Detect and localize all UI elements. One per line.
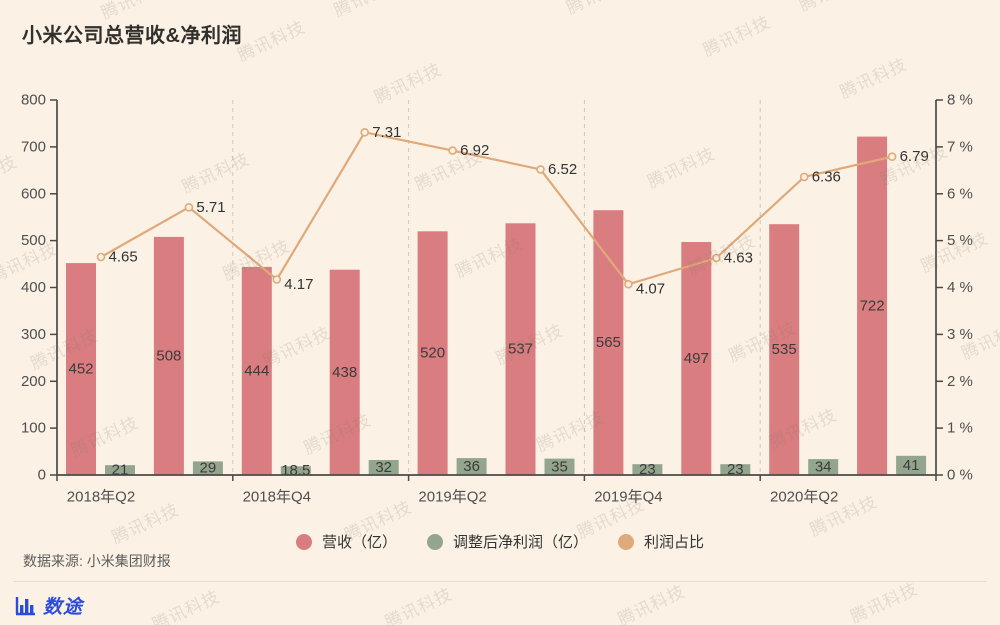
svg-text:8 %: 8 %: [947, 92, 973, 109]
svg-text:7.31: 7.31: [372, 124, 401, 141]
svg-text:32: 32: [375, 459, 392, 476]
svg-text:2018年Q4: 2018年Q4: [243, 488, 311, 505]
svg-text:2020年Q2: 2020年Q2: [770, 488, 838, 505]
svg-text:6.52: 6.52: [548, 161, 577, 178]
svg-text:29: 29: [200, 460, 217, 477]
svg-text:200: 200: [21, 373, 46, 390]
svg-text:5.71: 5.71: [196, 199, 225, 216]
svg-text:2019年Q2: 2019年Q2: [418, 488, 486, 505]
svg-text:4.17: 4.17: [284, 276, 313, 293]
svg-text:4.63: 4.63: [724, 250, 753, 267]
brand-name: 数途: [43, 597, 84, 618]
legend-label-revenue: 营收（亿）: [321, 534, 397, 551]
svg-text:400: 400: [21, 279, 46, 296]
svg-text:700: 700: [21, 138, 46, 155]
svg-text:438: 438: [332, 364, 357, 381]
svg-text:535: 535: [772, 341, 797, 358]
watermark-text: 腾讯科技: [653, 605, 886, 625]
svg-text:4 %: 4 %: [947, 279, 973, 296]
svg-text:0: 0: [38, 467, 46, 484]
legend-label-profit-ratio: 利润占比: [644, 534, 705, 551]
watermark-text: 腾讯科技: [188, 610, 421, 625]
page-title: 小米公司总营收&净利润: [22, 25, 242, 47]
svg-text:565: 565: [596, 334, 621, 351]
svg-text:2019年Q4: 2019年Q4: [594, 488, 662, 505]
chart-legend: 营收（亿） 调整后净利润（亿） 利润占比: [0, 531, 1000, 552]
svg-text:23: 23: [727, 461, 744, 478]
svg-text:497: 497: [684, 350, 709, 367]
svg-text:300: 300: [21, 326, 46, 343]
watermark-text: 腾讯科技: [421, 608, 654, 625]
svg-text:100: 100: [21, 420, 46, 437]
legend-item-net-profit: 调整后净利润（亿）: [426, 531, 588, 552]
svg-text:0 %: 0 %: [947, 467, 973, 484]
svg-text:6.92: 6.92: [460, 142, 489, 159]
svg-text:800: 800: [21, 92, 46, 109]
svg-text:6.36: 6.36: [812, 168, 841, 185]
svg-text:3 %: 3 %: [947, 326, 973, 343]
svg-text:7 %: 7 %: [947, 138, 973, 155]
svg-text:4.65: 4.65: [109, 249, 138, 266]
profit-ratio-swatch-icon: [618, 533, 634, 550]
svg-text:23: 23: [639, 461, 656, 478]
bar-chart-icon: [15, 596, 35, 615]
legend-item-revenue: 营收（亿）: [295, 531, 397, 552]
svg-text:4.07: 4.07: [636, 281, 665, 298]
svg-text:722: 722: [860, 297, 885, 314]
svg-text:520: 520: [420, 345, 445, 362]
footer-divider: [13, 581, 987, 582]
svg-text:6 %: 6 %: [947, 185, 973, 202]
legend-item-profit-ratio: 利润占比: [618, 531, 704, 552]
svg-text:452: 452: [68, 361, 93, 378]
svg-text:35: 35: [551, 458, 568, 475]
revenue-swatch-icon: [295, 533, 312, 550]
svg-text:2018年Q2: 2018年Q2: [67, 488, 135, 505]
revenue-profit-combo-chart: 452 508 444 438 520 537 565 497 535 722 21 29 18.5 32…: [21, 92, 973, 506]
svg-text:2 %: 2 %: [947, 373, 973, 390]
svg-text:500: 500: [21, 232, 46, 249]
svg-text:6.79: 6.79: [900, 148, 929, 165]
svg-text:36: 36: [463, 458, 480, 475]
svg-text:1 %: 1 %: [947, 420, 973, 437]
svg-text:41: 41: [903, 457, 920, 474]
svg-text:18.5: 18.5: [281, 462, 310, 479]
svg-text:34: 34: [815, 459, 832, 476]
brand-logo: 数途: [13, 592, 83, 619]
legend-label-net-profit: 调整后净利润（亿）: [452, 534, 588, 551]
watermark-text: 腾讯科技: [886, 602, 1000, 625]
data-source-note: 数据来源: 小米集团财报: [23, 553, 171, 569]
svg-text:508: 508: [156, 347, 181, 364]
svg-text:537: 537: [508, 341, 533, 358]
svg-text:600: 600: [21, 185, 46, 202]
net-profit-swatch-icon: [426, 533, 443, 550]
svg-text:444: 444: [244, 362, 269, 379]
svg-text:21: 21: [112, 462, 129, 479]
svg-text:5 %: 5 %: [947, 232, 973, 249]
